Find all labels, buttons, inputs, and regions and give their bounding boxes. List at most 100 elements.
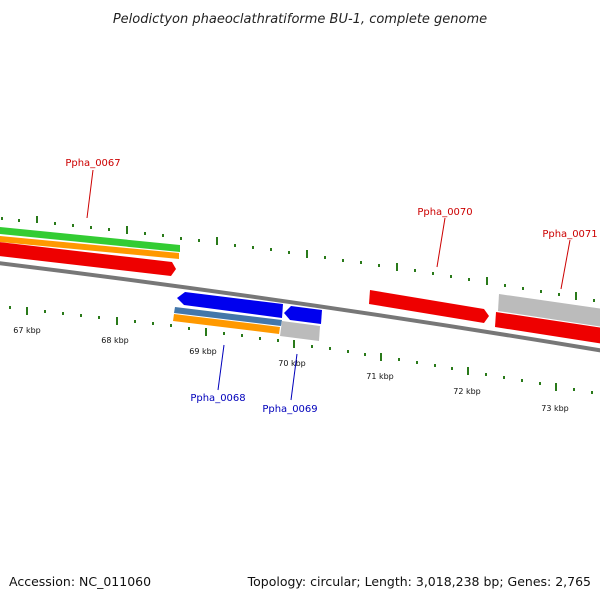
tick bbox=[54, 222, 56, 225]
gene-label-ppha-0067[interactable]: Ppha_0067 bbox=[65, 158, 120, 169]
leader-line bbox=[290, 353, 298, 401]
tick bbox=[416, 361, 418, 364]
tick bbox=[591, 391, 593, 394]
tick bbox=[467, 367, 469, 375]
tick bbox=[80, 314, 82, 317]
tick bbox=[555, 383, 557, 391]
tick bbox=[26, 307, 28, 315]
tick bbox=[170, 324, 172, 327]
tick bbox=[486, 277, 488, 285]
gene-label-ppha-0071[interactable]: Ppha_0071 bbox=[542, 229, 597, 240]
tick bbox=[398, 358, 400, 361]
tick bbox=[347, 350, 349, 353]
tick bbox=[288, 251, 290, 254]
tick bbox=[1, 217, 3, 220]
tick bbox=[277, 339, 279, 342]
tick bbox=[311, 345, 313, 348]
tick bbox=[539, 382, 541, 385]
tick bbox=[503, 376, 505, 379]
tick bbox=[18, 219, 20, 222]
gene-gray-right-bar[interactable] bbox=[498, 294, 600, 328]
tick bbox=[432, 272, 434, 275]
tick bbox=[380, 353, 382, 361]
tick bbox=[144, 232, 146, 235]
tick bbox=[522, 287, 524, 290]
tick bbox=[540, 290, 542, 293]
gene-orange-lower-bar[interactable] bbox=[173, 314, 280, 334]
tick bbox=[188, 327, 190, 330]
genome-backbone bbox=[0, 261, 600, 353]
gene-label-ppha-0070[interactable]: Ppha_0070 bbox=[417, 207, 472, 218]
tick bbox=[98, 316, 100, 319]
gene-label-ppha-0068[interactable]: Ppha_0068 bbox=[190, 393, 245, 404]
gene-ppha-0068-bar[interactable] bbox=[177, 292, 283, 318]
tick bbox=[36, 216, 38, 223]
accession-text: Accession: NC_011060 bbox=[9, 574, 151, 589]
tick bbox=[378, 264, 380, 267]
tick bbox=[364, 353, 366, 356]
tick bbox=[223, 332, 225, 335]
tick bbox=[558, 293, 560, 296]
tick bbox=[116, 317, 118, 325]
tick bbox=[521, 379, 523, 382]
tick bbox=[293, 340, 295, 348]
tick bbox=[90, 226, 92, 229]
tick bbox=[593, 299, 595, 302]
tick bbox=[504, 284, 506, 287]
tick bbox=[180, 237, 182, 240]
tick bbox=[234, 244, 236, 247]
tick bbox=[450, 275, 452, 278]
leader-line bbox=[217, 344, 225, 391]
tick bbox=[573, 388, 575, 391]
leader-line bbox=[86, 169, 94, 219]
scale-label: 72 kbp bbox=[453, 387, 481, 396]
tick bbox=[134, 320, 136, 323]
gene-ppha-0071-bar[interactable] bbox=[495, 312, 600, 345]
tick bbox=[485, 373, 487, 376]
upper-tick-row bbox=[1, 216, 595, 302]
reverse-features bbox=[173, 292, 322, 341]
gene-ppha-0069-bar[interactable] bbox=[284, 306, 322, 324]
tick bbox=[44, 310, 46, 313]
tick bbox=[575, 292, 577, 300]
tick bbox=[342, 259, 344, 262]
tick bbox=[252, 246, 254, 249]
tick bbox=[126, 226, 128, 234]
scale-label: 69 kbp bbox=[189, 347, 217, 356]
tick bbox=[108, 228, 110, 231]
tick bbox=[72, 224, 74, 227]
gene-ppha-0070-bar[interactable] bbox=[369, 290, 489, 323]
gene-label-ppha-0069[interactable]: Ppha_0069 bbox=[262, 404, 317, 415]
tick bbox=[324, 256, 326, 259]
tick bbox=[241, 334, 243, 337]
lower-tick-row bbox=[9, 306, 593, 394]
scale-label: 73 kbp bbox=[541, 404, 569, 413]
tick bbox=[414, 269, 416, 272]
gene-steel-bar[interactable] bbox=[174, 307, 282, 326]
tick bbox=[468, 278, 470, 281]
tick bbox=[198, 239, 200, 242]
scale-label: 68 kbp bbox=[101, 336, 129, 345]
scale-labels: 67 kbp 68 kbp 69 kbp 70 kbp 71 kbp 72 kb… bbox=[13, 326, 569, 413]
tick bbox=[9, 306, 11, 309]
gene-gray-lower-bar[interactable] bbox=[280, 321, 320, 341]
genome-title: Pelodictyon phaeoclathratiforme BU-1, co… bbox=[113, 12, 487, 27]
tick bbox=[329, 347, 331, 350]
tick bbox=[270, 248, 272, 251]
gene-ppha-0067-bar[interactable] bbox=[0, 241, 176, 276]
tick bbox=[205, 328, 207, 336]
tick bbox=[162, 234, 164, 237]
tick bbox=[152, 322, 154, 325]
gene-orange-bar[interactable] bbox=[0, 235, 179, 259]
leader-line bbox=[560, 239, 571, 290]
genome-summary-text: Topology: circular; Length: 3,018,238 bp… bbox=[247, 574, 591, 589]
leader-line bbox=[436, 217, 446, 268]
gene-green-bar[interactable] bbox=[0, 226, 180, 252]
tick bbox=[396, 263, 398, 271]
tick bbox=[434, 364, 436, 367]
tick bbox=[259, 337, 261, 340]
scale-label: 71 kbp bbox=[366, 372, 394, 381]
scale-label: 67 kbp bbox=[13, 326, 41, 335]
tick bbox=[306, 250, 308, 258]
